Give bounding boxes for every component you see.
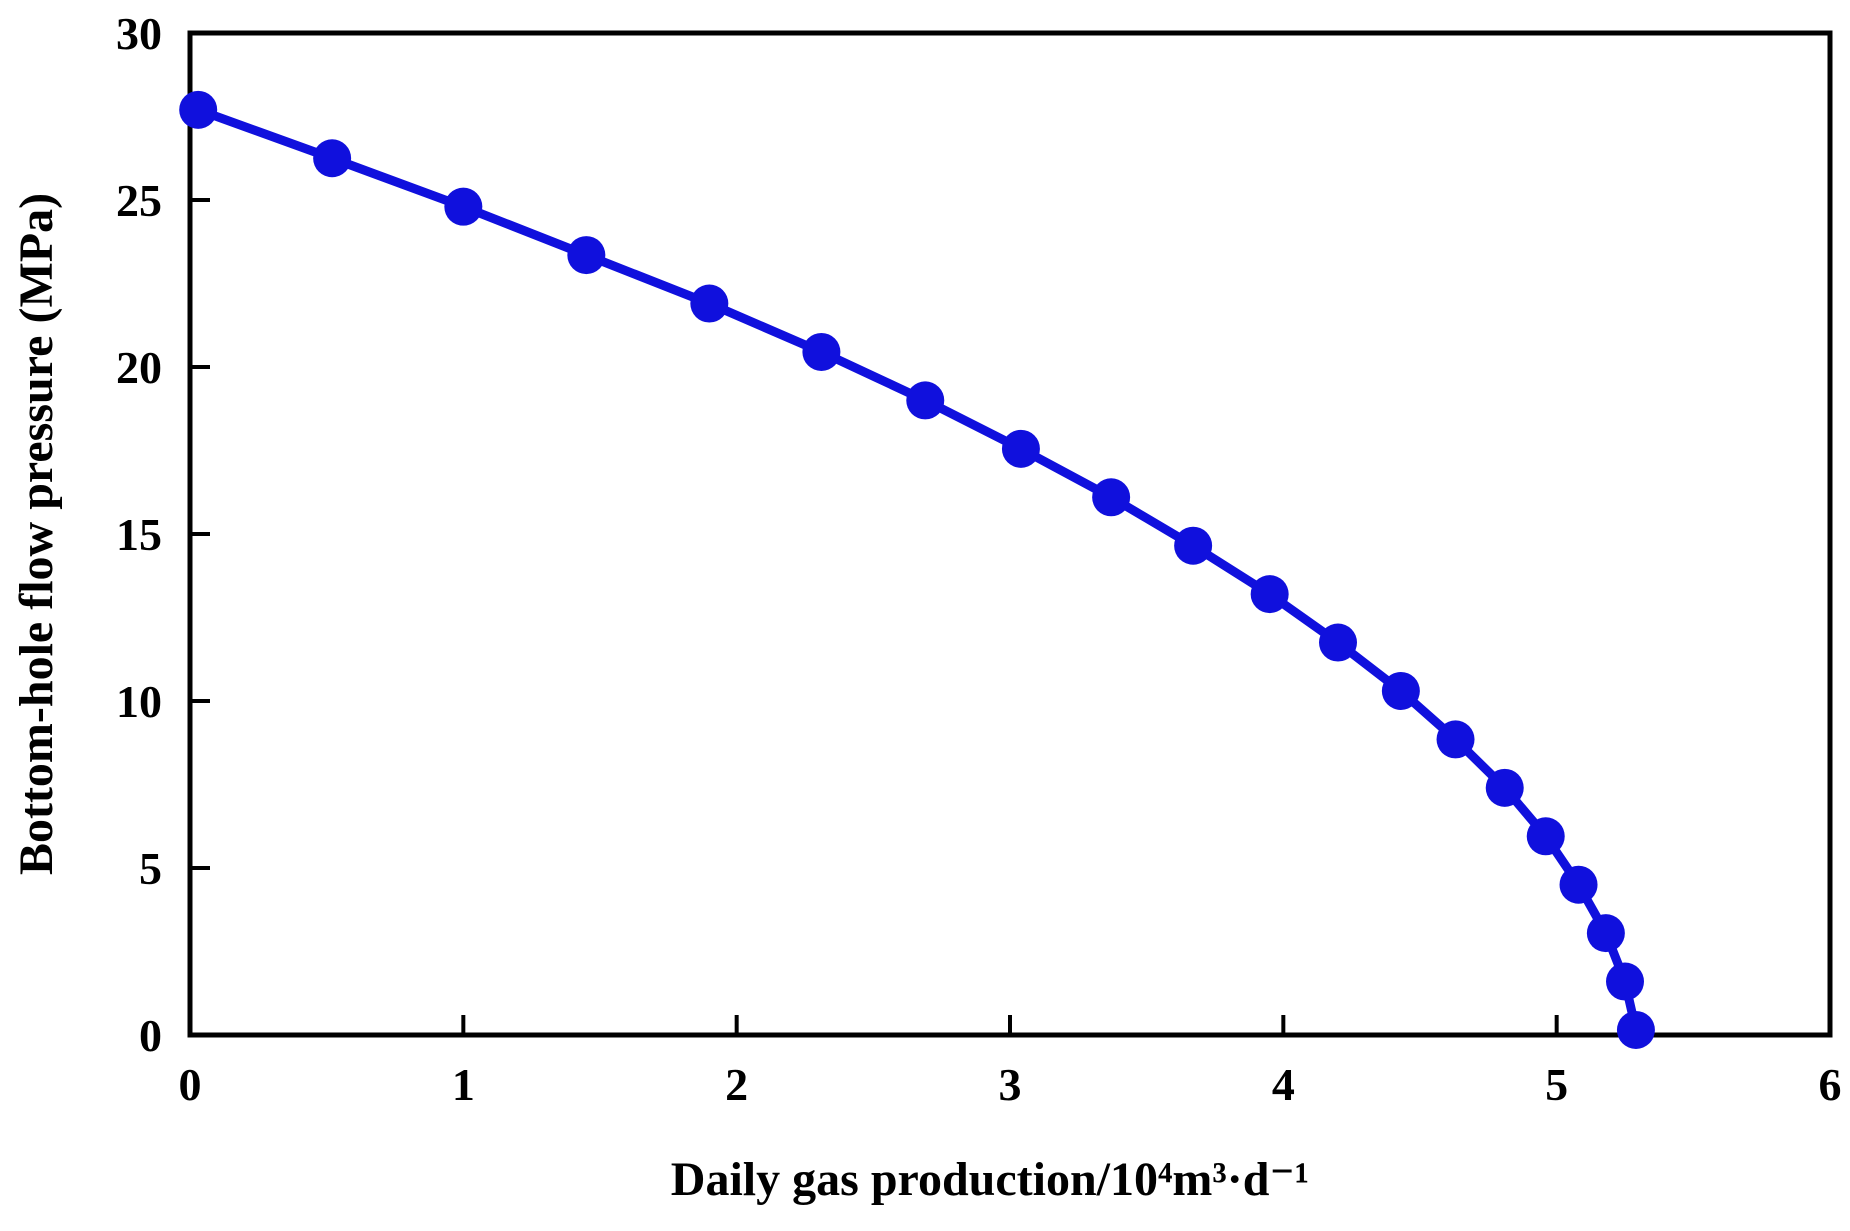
x-tick-label: 4 <box>1272 1059 1295 1110</box>
data-point-marker <box>1586 914 1625 953</box>
data-point-marker <box>313 139 352 178</box>
data-point-marker <box>690 284 729 323</box>
data-series-markers-group <box>179 90 1655 1049</box>
x-tick-labels: 0 1 2 3 4 5 6 <box>179 1059 1842 1110</box>
data-point-marker <box>1174 526 1213 565</box>
x-tick-label: 2 <box>725 1059 748 1110</box>
y-tick-label: 20 <box>116 342 162 393</box>
y-tick-label: 15 <box>116 509 162 560</box>
x-tick-label: 6 <box>1819 1059 1842 1110</box>
data-series-line <box>193 105 1641 1035</box>
data-point-marker <box>444 187 483 226</box>
data-point-marker <box>802 332 841 371</box>
x-tick-label: 3 <box>999 1059 1022 1110</box>
data-point-marker <box>179 90 218 129</box>
x-tick-label: 5 <box>1545 1059 1568 1110</box>
y-tick-label: 30 <box>116 8 162 59</box>
y-tick-label: 10 <box>116 676 162 727</box>
data-point-marker <box>1381 671 1420 710</box>
y-tick-marks <box>190 198 210 870</box>
data-point-marker <box>1616 1010 1655 1049</box>
plot-frame <box>187 30 1833 1038</box>
x-tick-label: 0 <box>179 1059 202 1110</box>
x-axis-title: Daily gas production/10⁴m³·d⁻¹ <box>671 1153 1309 1206</box>
data-point-marker <box>1606 962 1644 1001</box>
x-tick-label: 1 <box>452 1059 475 1110</box>
x-tick-marks <box>461 1015 1559 1035</box>
data-point-marker <box>1436 720 1475 759</box>
data-point-marker <box>1526 817 1565 856</box>
data-point-marker <box>1001 429 1040 468</box>
data-point-marker <box>1559 865 1598 904</box>
y-tick-label: 25 <box>116 175 162 226</box>
y-axis-title: Bottom-hole flow pressure (MPa) <box>10 193 63 875</box>
data-point-marker <box>567 236 606 275</box>
y-tick-labels: 0 5 10 15 20 25 30 <box>116 8 162 1061</box>
plot-frame-group <box>187 30 1833 1038</box>
data-point-marker <box>1319 623 1357 662</box>
data-series-line-group <box>193 105 1641 1035</box>
data-point-marker <box>906 381 945 420</box>
y-tick-label: 5 <box>139 843 162 894</box>
data-point-marker <box>1092 478 1131 517</box>
y-tick-label: 0 <box>139 1010 162 1061</box>
data-point-marker <box>1485 768 1524 807</box>
data-point-marker <box>1250 575 1289 614</box>
